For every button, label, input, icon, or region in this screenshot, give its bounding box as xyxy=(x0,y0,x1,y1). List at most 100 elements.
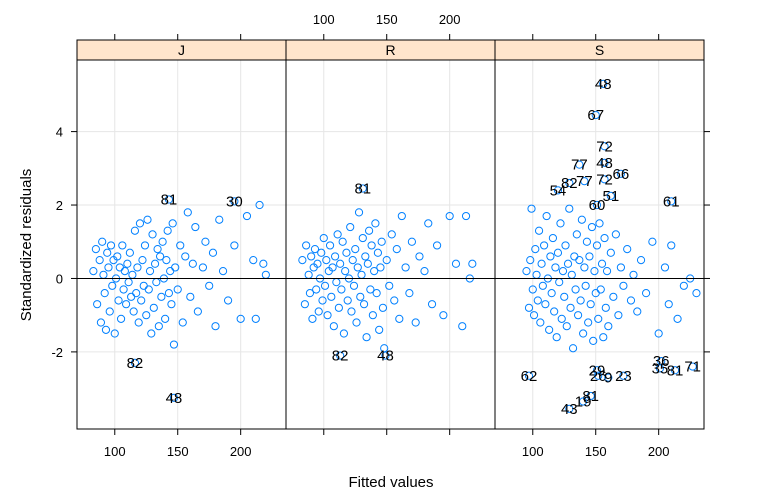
data-point xyxy=(576,296,585,305)
data-point xyxy=(611,230,620,239)
data-point xyxy=(358,233,367,243)
outlier-point xyxy=(599,79,608,88)
x-tick-label: 100 xyxy=(522,444,544,459)
panel-frame xyxy=(494,59,705,430)
data-point xyxy=(692,289,701,298)
data-point xyxy=(424,219,433,228)
data-point xyxy=(563,259,573,268)
data-point xyxy=(524,303,534,312)
data-point xyxy=(236,314,245,323)
data-point xyxy=(312,285,321,294)
outlier-point xyxy=(604,373,613,382)
data-point xyxy=(390,296,399,305)
data-point xyxy=(89,267,98,276)
data-point xyxy=(353,263,362,272)
data-point xyxy=(251,314,260,323)
data-point xyxy=(679,281,688,290)
data-point xyxy=(371,219,380,228)
data-point xyxy=(420,267,429,276)
data-point xyxy=(527,204,536,213)
data-point xyxy=(377,237,386,246)
data-point xyxy=(164,289,174,298)
data-point xyxy=(648,237,657,246)
data-point xyxy=(142,311,151,320)
data-point xyxy=(101,325,111,334)
data-point xyxy=(230,241,239,250)
outlier-label: 48 xyxy=(596,155,613,172)
data-point xyxy=(120,267,129,276)
outlier-point xyxy=(688,362,697,371)
data-point xyxy=(218,267,228,276)
data-point xyxy=(641,289,651,298)
data-point xyxy=(139,281,148,290)
data-point xyxy=(157,292,166,301)
data-point xyxy=(133,263,142,272)
outlier-point xyxy=(594,371,603,380)
outlier-point xyxy=(336,351,345,360)
data-point xyxy=(616,263,626,272)
data-point xyxy=(325,241,335,250)
data-point xyxy=(349,281,359,290)
outlier-label: 81 xyxy=(667,362,684,379)
data-point xyxy=(98,237,107,246)
data-point xyxy=(198,263,208,272)
data-point xyxy=(183,208,192,217)
data-point xyxy=(372,289,381,298)
data-point xyxy=(176,241,185,250)
data-point xyxy=(132,289,141,298)
strip-label: J xyxy=(178,42,185,58)
data-point xyxy=(119,285,128,294)
outlier-point xyxy=(600,142,609,151)
data-point xyxy=(536,318,545,327)
data-point xyxy=(587,222,597,232)
data-point xyxy=(585,252,594,261)
data-point xyxy=(540,241,549,250)
data-point xyxy=(445,211,454,221)
outlier-label: 48 xyxy=(595,76,612,93)
data-point xyxy=(162,256,171,265)
outlier-label: 81 xyxy=(354,181,371,198)
data-point xyxy=(150,259,160,268)
data-point xyxy=(108,281,117,290)
data-point xyxy=(359,300,369,309)
outlier-point xyxy=(553,186,563,195)
outlier-point xyxy=(579,397,588,406)
data-point xyxy=(307,252,316,261)
data-point xyxy=(338,237,347,246)
data-point xyxy=(594,314,603,323)
outlier-point xyxy=(130,358,140,368)
data-point xyxy=(551,263,560,272)
data-point xyxy=(124,278,133,287)
data-point xyxy=(327,292,336,301)
data-point xyxy=(95,256,104,265)
data-point xyxy=(298,256,307,265)
data-point xyxy=(392,244,401,254)
data-point xyxy=(351,244,360,254)
outlier-label: 23 xyxy=(615,368,632,385)
data-point xyxy=(382,256,391,265)
x-tick-label: 150 xyxy=(376,12,398,27)
data-point xyxy=(332,278,341,287)
strip-label: R xyxy=(385,42,395,58)
data-point xyxy=(317,248,326,257)
data-point xyxy=(533,296,542,305)
data-point xyxy=(211,322,220,331)
data-point xyxy=(122,300,131,309)
data-point xyxy=(127,292,136,301)
data-point xyxy=(522,267,531,276)
strip-label: S xyxy=(595,42,604,58)
data-point xyxy=(313,259,322,268)
data-point xyxy=(582,237,592,246)
data-point xyxy=(329,322,338,331)
outlier-label: 60 xyxy=(589,197,606,214)
data-point xyxy=(626,296,636,305)
outlier-point xyxy=(169,393,179,402)
data-point xyxy=(125,248,134,257)
outlier-point xyxy=(230,197,239,206)
data-point xyxy=(215,215,224,224)
data-point xyxy=(654,329,663,338)
x-tick-label: 200 xyxy=(648,444,670,459)
data-point xyxy=(373,248,383,257)
data-point xyxy=(545,325,554,334)
data-point xyxy=(584,318,593,327)
